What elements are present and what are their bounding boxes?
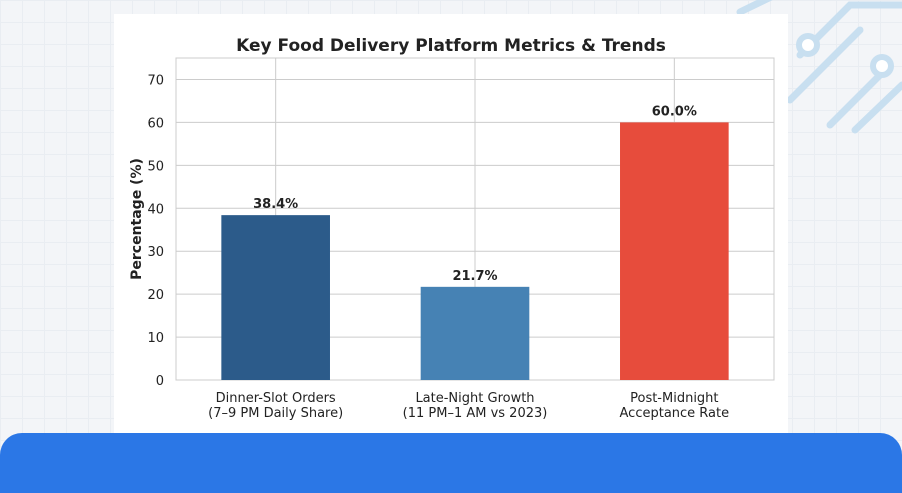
bar-chart: 0 10 20 30 40 50 60 70 38.4% Dinner-Slot Orders(7… (129, 57, 775, 421)
y-tick-label: 20 (147, 288, 164, 303)
y-axis-label: Percentage (%) (129, 158, 145, 280)
x-tick-label: Late-Night Growth (415, 391, 534, 406)
y-tick-label: 50 (147, 159, 164, 174)
x-tick-label: Post-Midnight (630, 391, 718, 406)
bar-3 (620, 122, 729, 381)
x-tick-label: (11 PM–1 AM vs 2023) (403, 406, 548, 421)
bar-2 (420, 286, 530, 380)
x-tick-label: Acceptance Rate (620, 406, 730, 421)
y-tick-label: 0 (156, 374, 164, 389)
y-tick-label: 40 (147, 202, 164, 217)
chart-card: Key Food Delivery Platform Metrics & Tre… (114, 14, 788, 434)
value-label: 21.7% (452, 269, 497, 284)
value-label: 60.0% (652, 104, 697, 119)
chart-title: Key Food Delivery Platform Metrics & Tre… (236, 36, 666, 56)
circuit-decoration (736, 0, 902, 134)
x-tick-label: Dinner-Slot Orders (216, 391, 336, 406)
y-tick-label: 60 (147, 116, 164, 131)
value-label: 38.4% (253, 197, 298, 212)
bottom-banner (0, 433, 902, 493)
x-tick-label: (7–9 PM Daily Share) (208, 406, 343, 421)
y-tick-label: 30 (147, 245, 164, 260)
y-tick-label: 70 (147, 73, 164, 88)
y-tick-label: 10 (147, 331, 164, 346)
bar-1 (221, 215, 330, 380)
